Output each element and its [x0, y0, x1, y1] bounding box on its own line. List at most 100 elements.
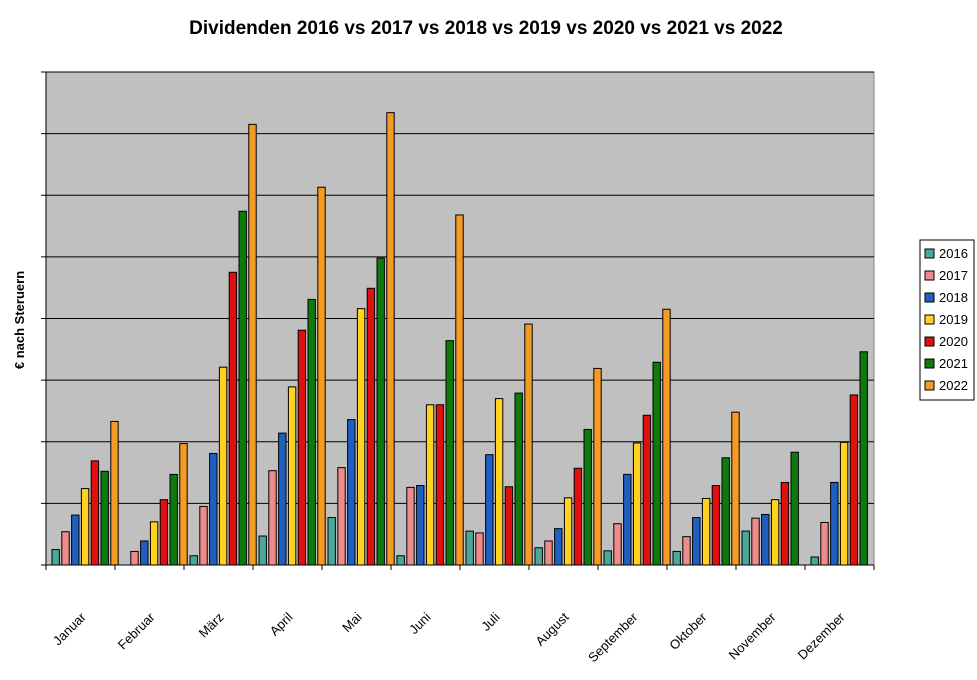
bar-2020-Oktober [711, 485, 721, 566]
bar-2021-Januar [100, 470, 109, 566]
bar-2021-Mai [376, 257, 385, 566]
bar-2016-Oktober [672, 550, 681, 566]
legend-swatch-2020 [924, 336, 935, 347]
x-tick-labels: Januar Februar März April Mai Juni Juli August S… [50, 609, 848, 665]
bar-2022-April [317, 186, 326, 566]
legend-label-2021: 2021 [939, 356, 968, 371]
legend-label-2016: 2016 [939, 246, 968, 261]
bar-2021-August [583, 428, 592, 566]
legend-label-2022: 2022 [939, 378, 968, 393]
bar-2020-September [642, 414, 652, 566]
x-tick-label: Oktober [666, 609, 710, 653]
bar-2016-Juni [396, 555, 405, 566]
bar-2016-September [603, 550, 612, 566]
bar-2018-September [623, 473, 632, 566]
bar-2019-Januar [80, 488, 90, 566]
bar-2018-August [554, 528, 563, 566]
legend-swatch-2019 [924, 314, 935, 325]
legend-label-2020: 2020 [939, 334, 968, 349]
bar-2017-Dezember [820, 521, 829, 566]
legend-label-2018: 2018 [939, 290, 968, 305]
bar-2017-Oktober [682, 536, 691, 566]
x-tick-label: September [585, 609, 641, 665]
x-tick-label: Juli [478, 609, 502, 633]
legend: 2016 2017 2018 2019 2020 2021 2022 [919, 239, 975, 401]
bar-2016-November [741, 530, 750, 566]
bar-2021-November [790, 451, 799, 566]
bar-2020-Dezember [849, 394, 859, 566]
bar-2018-April [278, 432, 287, 566]
bar-2016-März [189, 555, 198, 566]
bar-2017-Januar [61, 531, 70, 566]
bar-2020-Januar [90, 460, 100, 566]
x-tick-label: Dezember [795, 609, 848, 662]
bar-2019-Oktober [701, 497, 711, 566]
bar-2017-August [544, 540, 553, 566]
bar-2017-Juli [475, 532, 484, 566]
bar-2016-Dezember [810, 556, 819, 566]
bar-2016-Januar [51, 549, 60, 566]
bar-2018-Juli [485, 454, 494, 566]
x-tick-label: Januar [50, 609, 89, 648]
bar-2017-Mai [337, 467, 346, 566]
bar-2016-Mai [327, 517, 336, 566]
x-tick-label: Mai [339, 609, 364, 634]
bar-2018-Mai [347, 419, 356, 566]
bar-2017-Juni [406, 486, 415, 566]
bar-2019-Juli [494, 398, 504, 566]
bar-2018-Juni [416, 485, 425, 566]
bar-2017-März [199, 505, 208, 566]
bar-2020-Mai [366, 287, 376, 566]
bar-2017-September [613, 523, 622, 566]
bar-2016-April [258, 535, 267, 566]
bar-2021-Februar [169, 473, 178, 566]
bar-2020-Februar [159, 499, 169, 566]
bar-2019-März [218, 366, 228, 566]
bar-2020-November [780, 481, 790, 566]
bar-2016-Juli [465, 530, 474, 566]
bar-2019-Dezember [839, 441, 849, 566]
x-tick-label: November [726, 609, 779, 662]
bar-2021-September [652, 361, 661, 566]
bar-2018-März [209, 452, 218, 566]
bar-2022-Juli [524, 323, 533, 566]
bar-2021-Dezember [859, 351, 868, 566]
bar-2018-November [761, 513, 770, 566]
bar-2022-Februar [179, 443, 188, 566]
legend-swatch-2016 [924, 248, 935, 259]
bar-2018-Februar [140, 540, 149, 566]
bar-2018-Januar [71, 514, 80, 566]
bar-2019-September [632, 442, 642, 566]
x-tick-label: Februar [115, 609, 158, 652]
x-tick-label: August [532, 609, 571, 648]
bar-2019-August [563, 497, 573, 566]
bar-2022-Januar [110, 420, 119, 566]
bar-2019-Februar [149, 521, 159, 566]
bar-2021-Oktober [721, 457, 730, 566]
x-tick-label: März [196, 610, 227, 641]
bar-2018-Dezember [830, 481, 839, 566]
bar-2020-Juli [504, 486, 514, 566]
bar-2022-Oktober [731, 411, 740, 566]
legend-swatch-2018 [924, 292, 935, 303]
bar-2022-September [662, 308, 671, 566]
bar-2017-April [268, 470, 277, 566]
legend-swatch-2017 [924, 270, 935, 281]
bar-2019-Mai [356, 308, 366, 566]
bar-2020-April [297, 329, 307, 566]
bar-2020-März [228, 271, 238, 566]
bar-2018-Oktober [692, 517, 701, 566]
chart-title: Dividenden 2016 vs 2017 vs 2018 vs 2019 … [189, 18, 783, 39]
y-axis-label: € nach Steruern [12, 271, 27, 369]
bar-2020-Juni [435, 404, 445, 566]
bar-2019-November [770, 499, 780, 566]
bar-2022-Juni [455, 214, 464, 566]
bars-group [51, 112, 868, 566]
bar-2019-Juni [425, 404, 435, 566]
bar-2022-August [593, 367, 602, 566]
bar-2020-August [573, 467, 583, 566]
bar-2019-April [287, 386, 297, 566]
x-tick-label: April [267, 609, 296, 638]
legend-swatch-2021 [924, 358, 935, 369]
